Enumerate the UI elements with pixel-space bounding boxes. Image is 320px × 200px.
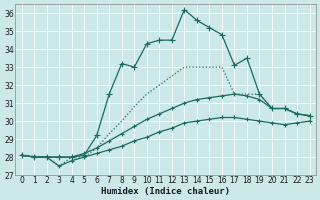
X-axis label: Humidex (Indice chaleur): Humidex (Indice chaleur) [101, 187, 230, 196]
